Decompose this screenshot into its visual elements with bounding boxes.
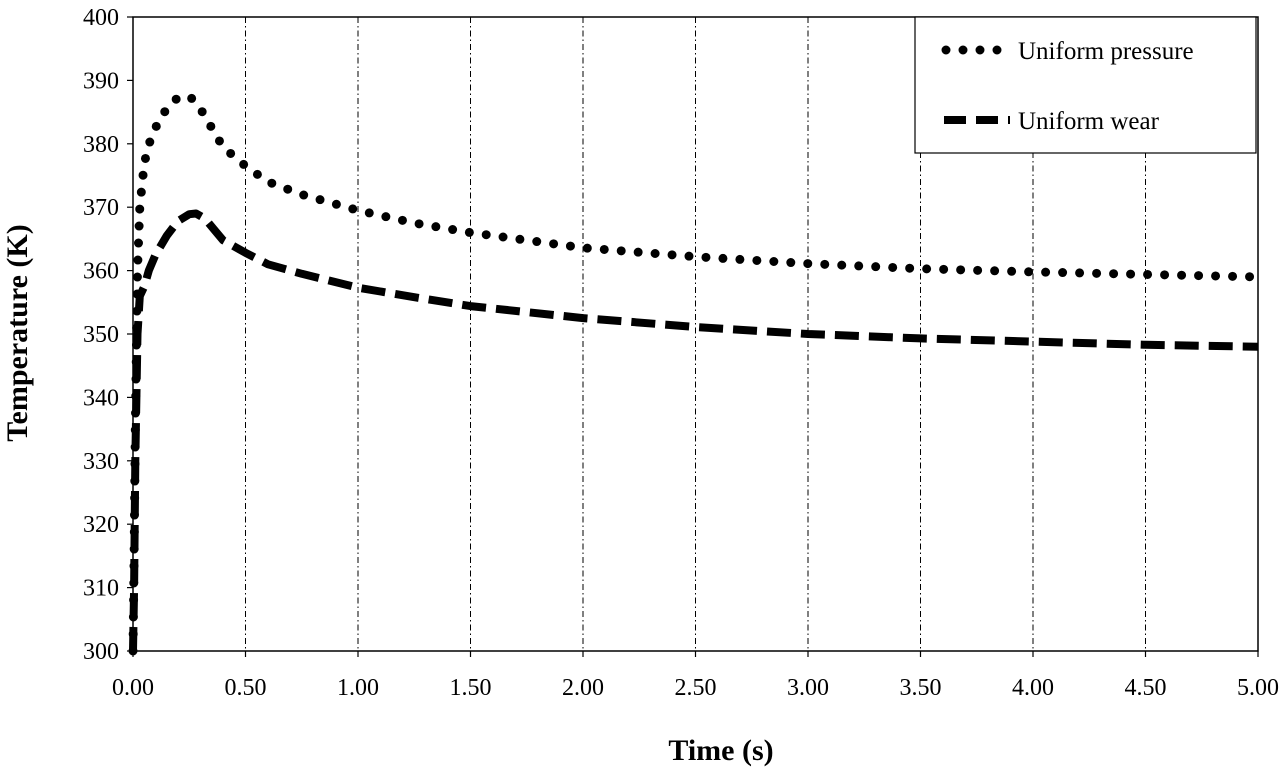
x-tick-label: 4.50 [1125, 675, 1167, 701]
y-tick-label: 380 [83, 132, 119, 158]
legend-label-uniform-wear: Uniform wear [1018, 108, 1160, 135]
series-line-uniform-wear [129, 209, 1259, 652]
series-line-uniform-pressure [128, 91, 1263, 656]
y-tick-label: 350 [83, 322, 119, 348]
y-tick-label: 340 [83, 385, 119, 411]
y-tick-label: 360 [83, 259, 119, 285]
legend-box [914, 16, 1257, 154]
y-tick-label: 310 [83, 576, 119, 602]
x-tick-label: 1.50 [450, 675, 492, 701]
x-tick-label: 4.00 [1012, 675, 1054, 701]
x-tick-label: 1.00 [337, 675, 379, 701]
x-tick-label: 0.00 [112, 675, 154, 701]
series-layer [128, 91, 1263, 656]
y-tick-label: 370 [83, 195, 119, 221]
y-tick-label: 300 [83, 639, 119, 665]
legend-label-uniform-pressure: Uniform pressure [1018, 38, 1194, 65]
x-tick-label: 3.50 [900, 675, 942, 701]
y-axis-title: Temperature (K) [1, 224, 34, 441]
y-tick-label: 400 [83, 5, 119, 31]
x-axis-ticks: 0.00 0.50 1.00 1.50 2.00 2.50 3.00 3.50 4.00 4.50… [112, 651, 1279, 701]
y-tick-label: 330 [83, 449, 119, 475]
x-tick-label: 5.00 [1237, 675, 1279, 701]
y-axis-ticks: 300 310 320 330 340 350 360 370 380 390 400 [83, 5, 133, 665]
legend: Uniform pressure Uniform wear [914, 16, 1257, 154]
grid-lines [245, 17, 1146, 651]
y-tick-label: 390 [83, 68, 119, 94]
x-tick-label: 2.00 [562, 675, 604, 701]
x-axis-title: Time (s) [668, 734, 773, 767]
y-tick-label: 320 [83, 512, 119, 538]
x-tick-label: 3.00 [787, 675, 829, 701]
x-tick-label: 2.50 [675, 675, 717, 701]
x-tick-label: 0.50 [225, 675, 267, 701]
